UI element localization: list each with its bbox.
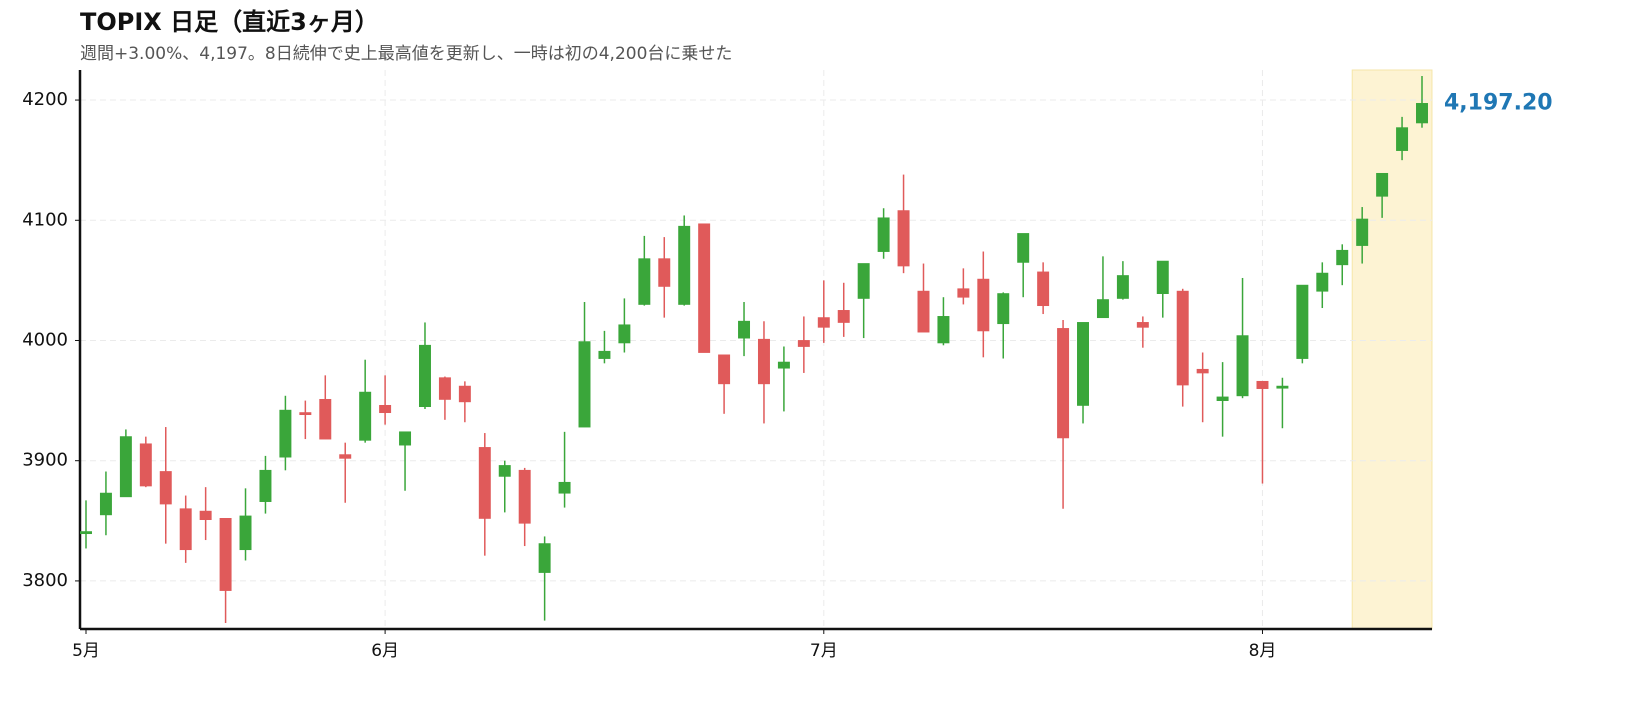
candle-body [1196, 368, 1209, 374]
x-tick-label: 8月 [1249, 641, 1277, 661]
candle-body [239, 515, 252, 551]
y-tick-label: 4100 [22, 209, 68, 230]
candle-body [319, 398, 332, 440]
candle-body [897, 210, 910, 267]
candle-body [119, 436, 132, 498]
candle-body [817, 317, 830, 328]
candle-body [997, 293, 1010, 325]
chart-subtitle: 週間+3.00%、4,197。8日続伸で史上最高値を更新し、一時は初の4,200… [80, 44, 732, 64]
candle-body [718, 354, 731, 385]
candle-body [1416, 103, 1428, 124]
candle-body [1136, 322, 1149, 328]
candle-body [1396, 127, 1409, 151]
candle-body [1057, 328, 1070, 439]
candle-body [498, 465, 511, 477]
chart-title: TOPIX 日足（直近3ヶ月） [80, 8, 379, 36]
candle-body [80, 531, 92, 535]
candle-body [1037, 271, 1050, 307]
candle-body [219, 518, 232, 591]
y-tick-label: 4200 [22, 89, 68, 110]
candle-body [1336, 249, 1349, 266]
candle-body [1156, 260, 1169, 295]
candle-body [1116, 275, 1129, 299]
candle-body [1236, 335, 1249, 397]
candle-body [917, 290, 930, 333]
candle-body [837, 310, 850, 323]
candle-body [179, 508, 192, 551]
candle-body [957, 288, 970, 298]
candle-body [558, 481, 571, 494]
candle-body [458, 385, 471, 403]
candle-body [777, 361, 790, 369]
candle-body [797, 340, 810, 347]
candle-body [139, 443, 152, 487]
candle-body [359, 391, 372, 441]
candle-body [419, 344, 431, 408]
candle-body [1316, 272, 1329, 292]
x-tick-label: 7月 [810, 641, 838, 661]
y-tick-label: 3800 [22, 570, 68, 591]
y-tick-label: 3900 [22, 450, 68, 471]
candle-body [1017, 233, 1030, 263]
x-tick-label: 6月 [371, 641, 399, 661]
candle-body [618, 324, 631, 344]
candle-body [538, 543, 551, 573]
candle-body [279, 409, 292, 458]
candle-body [877, 217, 890, 252]
candle-body [1256, 380, 1269, 389]
candle-body [1376, 172, 1389, 197]
candle-body [1296, 284, 1309, 359]
candle-body [578, 341, 591, 428]
candle-body [1216, 396, 1229, 401]
candle-body [99, 492, 112, 516]
candle-body [738, 320, 751, 339]
candle-body [1356, 218, 1369, 246]
candle-body [199, 510, 212, 521]
candle-body [658, 258, 671, 287]
candle-body [678, 225, 691, 305]
y-tick-label: 4000 [22, 329, 68, 350]
candle-body [757, 338, 770, 385]
last-value-label: 4,197.20 [1444, 90, 1553, 115]
candle-body [259, 469, 272, 502]
candle-body [478, 447, 491, 519]
candle-body [399, 431, 412, 446]
highlight-band [1351, 69, 1433, 630]
candle-body [698, 223, 711, 353]
candle-body [299, 412, 312, 416]
x-tick-label: 5月 [72, 641, 100, 661]
candle-body [937, 316, 950, 344]
candle-body [438, 377, 451, 400]
candle-body [1176, 290, 1189, 386]
candle-body [379, 404, 392, 414]
candle-body [339, 454, 352, 459]
candle-body [1077, 322, 1089, 406]
candle-body [1096, 299, 1109, 319]
candle-body [857, 263, 870, 299]
candle-body [598, 350, 611, 359]
candle-body [159, 471, 172, 505]
candle-body [977, 278, 990, 332]
candle-body [1276, 385, 1289, 389]
candle-body [518, 469, 531, 524]
candle-body [638, 258, 651, 305]
